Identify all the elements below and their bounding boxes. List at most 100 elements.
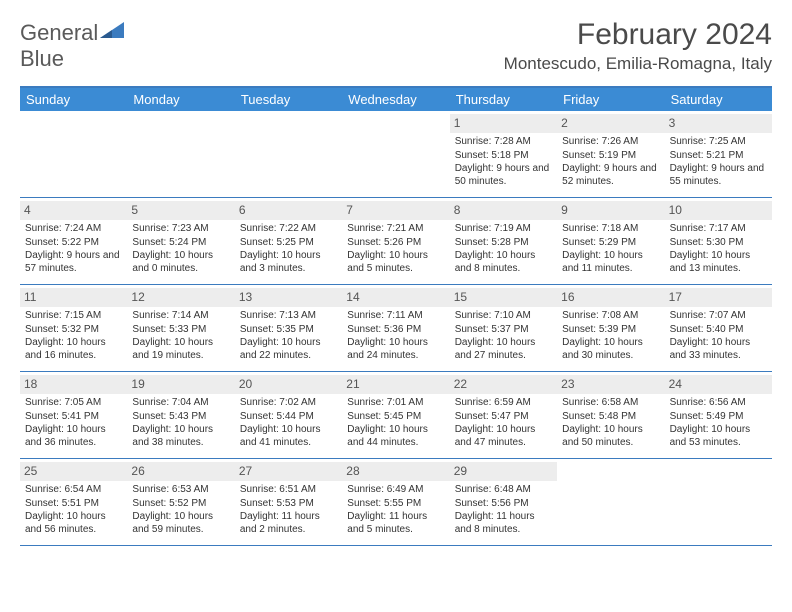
sunrise-line: Sunrise: 6:51 AM (240, 484, 337, 497)
daylight-line: Daylight: 10 hours and 0 minutes. (132, 250, 229, 275)
daylight-line: Daylight: 10 hours and 56 minutes. (25, 511, 122, 536)
day-number: 13 (235, 288, 342, 307)
daylight-line: Daylight: 9 hours and 57 minutes. (25, 250, 122, 275)
sunset-line: Sunset: 5:18 PM (455, 150, 552, 163)
sunset-line: Sunset: 5:29 PM (562, 237, 659, 250)
day-cell: 1Sunrise: 7:28 AMSunset: 5:18 PMDaylight… (450, 111, 557, 197)
week-row: 25Sunrise: 6:54 AMSunset: 5:51 PMDayligh… (20, 459, 772, 546)
sunset-line: Sunset: 5:52 PM (132, 498, 229, 511)
day-number: 6 (235, 201, 342, 220)
day-number: 20 (235, 375, 342, 394)
sunrise-line: Sunrise: 7:08 AM (562, 310, 659, 323)
sunset-line: Sunset: 5:41 PM (25, 411, 122, 424)
day-number: 17 (665, 288, 772, 307)
day-cell (235, 111, 342, 197)
daylight-line: Daylight: 10 hours and 47 minutes. (455, 424, 552, 449)
daylight-line: Daylight: 10 hours and 8 minutes. (455, 250, 552, 275)
sunrise-line: Sunrise: 7:05 AM (25, 397, 122, 410)
sunrise-line: Sunrise: 7:15 AM (25, 310, 122, 323)
sunset-line: Sunset: 5:22 PM (25, 237, 122, 250)
logo-text-general: General (20, 20, 98, 45)
day-cell: 13 Sunrise: 7:13 AMSunset: 5:35 PMDayligh… (235, 285, 342, 371)
day-number: 11 (20, 288, 127, 307)
sunset-line: Sunset: 5:21 PM (670, 150, 767, 163)
sunrise-line: Sunrise: 6:54 AM (25, 484, 122, 497)
sunset-line: Sunset: 5:53 PM (240, 498, 337, 511)
day-cell: 27 Sunrise: 6:51 AMSunset: 5:53 PMDayligh… (235, 459, 342, 545)
day-number: 9 (557, 201, 664, 220)
weekday-label: Saturday (665, 88, 772, 111)
sunset-line: Sunset: 5:39 PM (562, 324, 659, 337)
sunset-line: Sunset: 5:47 PM (455, 411, 552, 424)
daylight-line: Daylight: 11 hours and 2 minutes. (240, 511, 337, 536)
day-cell (127, 111, 234, 197)
sunrise-line: Sunrise: 7:19 AM (455, 223, 552, 236)
day-cell: 16Sunrise: 7:08 AMSunset: 5:39 PMDayligh… (557, 285, 664, 371)
daylight-line: Daylight: 10 hours and 22 minutes. (240, 337, 337, 362)
daylight-line: Daylight: 9 hours and 52 minutes. (562, 163, 659, 188)
day-number: 28 (342, 462, 449, 481)
sunrise-line: Sunrise: 7:10 AM (455, 310, 552, 323)
daylight-line: Daylight: 10 hours and 50 minutes. (562, 424, 659, 449)
daylight-line: Daylight: 10 hours and 30 minutes. (562, 337, 659, 362)
day-cell: 7Sunrise: 7:21 AMSunset: 5:26 PMDaylight… (342, 198, 449, 284)
sunrise-line: Sunrise: 7:14 AM (132, 310, 229, 323)
sunrise-line: Sunrise: 7:24 AM (25, 223, 122, 236)
sunrise-line: Sunrise: 6:53 AM (132, 484, 229, 497)
day-cell: 6Sunrise: 7:22 AMSunset: 5:25 PMDaylight… (235, 198, 342, 284)
sunset-line: Sunset: 5:45 PM (347, 411, 444, 424)
day-number: 25 (20, 462, 127, 481)
daylight-line: Daylight: 10 hours and 44 minutes. (347, 424, 444, 449)
day-cell (665, 459, 772, 545)
daylight-line: Daylight: 10 hours and 41 minutes. (240, 424, 337, 449)
day-number: 14 (342, 288, 449, 307)
sunrise-line: Sunrise: 7:13 AM (240, 310, 337, 323)
day-cell: 18 Sunrise: 7:05 AMSunset: 5:41 PMDayligh… (20, 372, 127, 458)
day-cell: 19Sunrise: 7:04 AMSunset: 5:43 PMDayligh… (127, 372, 234, 458)
day-cell (20, 111, 127, 197)
day-number: 24 (665, 375, 772, 394)
sunrise-line: Sunrise: 7:28 AM (455, 136, 552, 149)
sunrise-line: Sunrise: 7:11 AM (347, 310, 444, 323)
daylight-line: Daylight: 10 hours and 16 minutes. (25, 337, 122, 362)
day-number: 1 (450, 114, 557, 133)
sunset-line: Sunset: 5:28 PM (455, 237, 552, 250)
sunset-line: Sunset: 5:35 PM (240, 324, 337, 337)
day-number: 7 (342, 201, 449, 220)
weekday-label: Monday (127, 88, 234, 111)
sunset-line: Sunset: 5:30 PM (670, 237, 767, 250)
day-number: 10 (665, 201, 772, 220)
sunset-line: Sunset: 5:51 PM (25, 498, 122, 511)
logo-text-blue: Blue (20, 46, 64, 71)
day-cell: 15Sunrise: 7:10 AMSunset: 5:37 PMDayligh… (450, 285, 557, 371)
sunset-line: Sunset: 5:56 PM (455, 498, 552, 511)
weekday-label: Thursday (450, 88, 557, 111)
day-cell: 4 Sunrise: 7:24 AMSunset: 5:22 PMDaylight… (20, 198, 127, 284)
day-number: 4 (20, 201, 127, 220)
sunset-line: Sunset: 5:44 PM (240, 411, 337, 424)
day-number: 3 (665, 114, 772, 133)
day-number: 5 (127, 201, 234, 220)
daylight-line: Daylight: 10 hours and 36 minutes. (25, 424, 122, 449)
day-number: 2 (557, 114, 664, 133)
daylight-line: Daylight: 10 hours and 24 minutes. (347, 337, 444, 362)
day-cell: 25 Sunrise: 6:54 AMSunset: 5:51 PMDayligh… (20, 459, 127, 545)
day-number: 18 (20, 375, 127, 394)
sunrise-line: Sunrise: 7:22 AM (240, 223, 337, 236)
sunset-line: Sunset: 5:24 PM (132, 237, 229, 250)
day-cell: 23Sunrise: 6:58 AMSunset: 5:48 PMDayligh… (557, 372, 664, 458)
day-number: 22 (450, 375, 557, 394)
daylight-line: Daylight: 10 hours and 5 minutes. (347, 250, 444, 275)
sunrise-line: Sunrise: 6:48 AM (455, 484, 552, 497)
daylight-line: Daylight: 10 hours and 53 minutes. (670, 424, 767, 449)
header: General Blue February 2024 Montescudo, E… (20, 18, 772, 74)
day-cell: 24Sunrise: 6:56 AMSunset: 5:49 PMDayligh… (665, 372, 772, 458)
day-cell: 17Sunrise: 7:07 AMSunset: 5:40 PMDayligh… (665, 285, 772, 371)
sunset-line: Sunset: 5:55 PM (347, 498, 444, 511)
weekday-label: Sunday (20, 88, 127, 111)
weeks-container: 1 Sunrise: 7:28 AMSunset: 5:18 PM Daylight… (20, 111, 772, 546)
sunrise-line: Sunrise: 6:58 AM (562, 397, 659, 410)
weekday-label: Wednesday (342, 88, 449, 111)
sunrise-line: Sunrise: 7:18 AM (562, 223, 659, 236)
day-number: 27 (235, 462, 342, 481)
